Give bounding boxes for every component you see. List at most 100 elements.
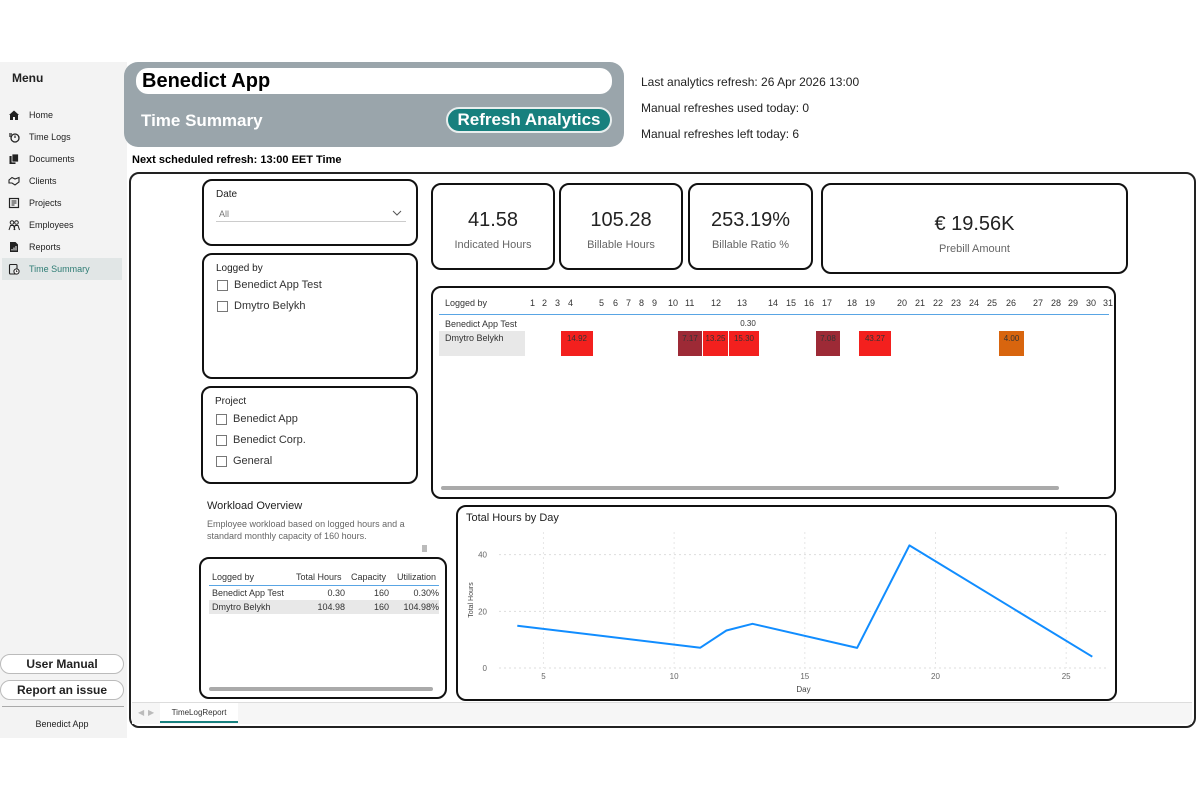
project-slicer: Project Benedict App Benedict Corp. Gene… <box>201 386 418 484</box>
project-option[interactable]: Benedict Corp. <box>216 434 306 446</box>
sidebar-item-documents[interactable]: Documents <box>2 148 122 170</box>
project-option[interactable]: Benedict App <box>216 413 298 425</box>
matrix-day-header: 26 <box>1006 298 1017 308</box>
workload-description: Employee workload based on logged hours … <box>207 519 405 541</box>
app-name: Benedict App <box>136 68 612 94</box>
date-dropdown-value: All <box>219 209 230 219</box>
logged-by-option[interactable]: Dmytro Belykh <box>217 300 306 312</box>
matrix-day-header: 28 <box>1051 298 1062 308</box>
matrix-day-header: 3 <box>555 298 561 308</box>
option-label: Dmytro Belykh <box>234 300 306 312</box>
column-header[interactable]: Total Hours <box>296 572 342 582</box>
home-icon <box>7 108 21 122</box>
sidebar-item-home[interactable]: Home <box>2 104 122 126</box>
refreshes-left-text: Manual refreshes left today: 6 <box>641 127 800 141</box>
matrix-day-header: 1 <box>530 298 536 308</box>
refresh-analytics-button[interactable]: Refresh Analytics <box>446 107 612 133</box>
matrix-day-header: 22 <box>933 298 944 308</box>
matrix-cell[interactable]: 7.08 <box>816 331 840 356</box>
checkbox[interactable] <box>216 434 227 446</box>
kpi-label: Prebill Amount <box>939 243 1010 255</box>
matrix-day-header: 19 <box>865 298 876 308</box>
clipboard-clock-icon <box>7 262 21 276</box>
matrix-row-label: Dmytro Belykh <box>439 331 525 356</box>
checkbox[interactable] <box>217 279 228 291</box>
checkbox[interactable] <box>217 300 228 312</box>
project-slicer-title: Project <box>215 396 247 407</box>
checkbox[interactable] <box>216 413 227 425</box>
x-tick-label: 25 <box>1062 672 1071 681</box>
project-option[interactable]: General <box>216 455 272 467</box>
option-label: General <box>233 455 273 467</box>
visual-grip-icon[interactable] <box>422 545 427 552</box>
sidebar-item-time-logs[interactable]: Time Logs <box>2 126 122 148</box>
sidebar-item-projects[interactable]: Projects <box>2 192 122 214</box>
matrix-day-header: 11 <box>685 298 695 308</box>
x-tick-label: 10 <box>670 672 679 681</box>
sidebar-item-clients[interactable]: Clients <box>2 170 122 192</box>
kpi-label: Indicated Hours <box>454 239 532 251</box>
report-issue-button[interactable]: Report an issue <box>0 680 124 700</box>
kpi-indicated-hours: 41.58 Indicated Hours <box>431 183 555 270</box>
checkbox[interactable] <box>216 455 227 467</box>
reports-icon <box>7 240 21 254</box>
matrix-day-header: 2 <box>542 298 548 308</box>
x-tick-label: 5 <box>541 672 546 681</box>
option-label: Benedict App <box>233 413 298 425</box>
matrix-cell[interactable]: 0.30 <box>740 319 756 328</box>
kpi-value: 253.19% <box>711 209 790 231</box>
x-tick-label: 20 <box>931 672 940 681</box>
logged-by-option[interactable]: Benedict App Test <box>217 279 322 291</box>
matrix-day-header: 18 <box>847 298 858 308</box>
tab-timelogreport[interactable]: TimeLogReport <box>160 703 238 723</box>
tab-next-icon[interactable]: ▶ <box>148 708 155 717</box>
header-banner: Benedict App Time Summary Refresh Analyt… <box>124 62 624 147</box>
logged-by-slicer: Logged by Benedict App Test Dmytro Belyk… <box>202 253 418 379</box>
logged-by-slicer-title: Logged by <box>216 263 263 274</box>
sidebar-footer: Benedict App <box>35 719 89 729</box>
sidebar-item-label: Home <box>29 110 54 120</box>
column-header[interactable]: Capacity <box>351 572 387 582</box>
sidebar-divider <box>2 706 124 707</box>
sidebar-item-label: Projects <box>29 198 62 208</box>
table-row: Benedict App Test 0.30 160 0.30% <box>209 586 439 600</box>
kpi-billable-hours: 105.28 Billable Hours <box>559 183 683 270</box>
page-tab-bar: ◀ ▶ TimeLogReport <box>132 702 1192 724</box>
matrix-day-header: 17 <box>822 298 833 308</box>
last-refresh-text: Last analytics refresh: 26 Apr 2026 13:0… <box>641 75 860 89</box>
user-manual-button[interactable]: User Manual <box>0 654 124 674</box>
matrix-row-header: Logged by <box>445 298 488 308</box>
sidebar-item-reports[interactable]: Reports <box>2 236 122 258</box>
date-dropdown[interactable]: All <box>216 206 406 222</box>
matrix-cell[interactable]: 4.00 <box>999 331 1024 356</box>
matrix-day-header: 13 <box>737 298 748 308</box>
table-cell: 160 <box>373 602 389 612</box>
workload-scrollbar[interactable] <box>209 687 433 691</box>
kpi-label: Billable Ratio % <box>711 239 790 251</box>
kpi-value: 105.28 <box>590 209 652 231</box>
column-header[interactable]: Logged by <box>212 572 255 582</box>
chart-title: Total Hours by Day <box>466 512 559 524</box>
sidebar-nav: Home Time Logs Documents Clients Project… <box>2 104 122 280</box>
timer-icon <box>7 130 21 144</box>
matrix-cell[interactable]: 13.25 <box>703 331 728 356</box>
matrix-cell[interactable]: 15.30 <box>729 331 759 356</box>
matrix-scrollbar[interactable] <box>441 486 1059 490</box>
matrix-day-header: 14 <box>768 298 779 308</box>
total-hours-chart: Total Hours by Day 0 20 40 5 10 15 20 25 Day Tota… <box>456 505 1117 701</box>
matrix-day-header: 6 <box>613 298 619 308</box>
matrix-day-header: 24 <box>969 298 980 308</box>
column-header[interactable]: Utilization <box>397 572 437 582</box>
sidebar-item-time-summary[interactable]: Time Summary <box>2 258 122 280</box>
matrix-day-header: 5 <box>599 298 605 308</box>
x-axis-label: Day <box>796 685 810 694</box>
chevron-down-icon <box>392 210 402 216</box>
matrix-cell[interactable]: 7.17 <box>678 331 702 356</box>
matrix-cell[interactable]: 14.92 <box>561 331 593 356</box>
workload-grid: Logged by Total Hours Capacity Utilizati… <box>209 569 439 614</box>
tab-prev-icon[interactable]: ◀ <box>138 708 145 717</box>
matrix-cell[interactable]: 43.27 <box>859 331 891 356</box>
option-label: Benedict Corp. <box>233 434 306 446</box>
sidebar-item-employees[interactable]: Employees <box>2 214 122 236</box>
page-title: Time Summary <box>141 111 263 130</box>
